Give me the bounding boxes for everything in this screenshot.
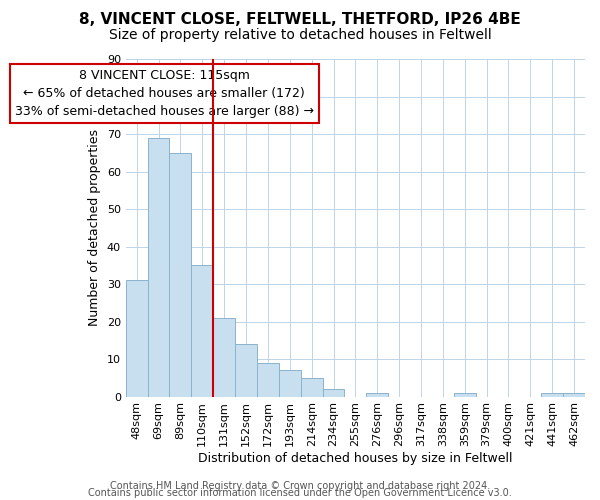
Bar bbox=[279, 370, 301, 396]
Bar bbox=[257, 363, 279, 396]
Bar bbox=[191, 266, 213, 396]
Text: 8, VINCENT CLOSE, FELTWELL, THETFORD, IP26 4BE: 8, VINCENT CLOSE, FELTWELL, THETFORD, IP… bbox=[79, 12, 521, 28]
Text: Contains public sector information licensed under the Open Government Licence v3: Contains public sector information licen… bbox=[88, 488, 512, 498]
Bar bbox=[235, 344, 257, 397]
Bar bbox=[213, 318, 235, 396]
Y-axis label: Number of detached properties: Number of detached properties bbox=[88, 130, 101, 326]
Bar bbox=[323, 389, 344, 396]
Bar bbox=[367, 393, 388, 396]
Bar bbox=[126, 280, 148, 396]
X-axis label: Distribution of detached houses by size in Feltwell: Distribution of detached houses by size … bbox=[198, 452, 512, 465]
Text: 8 VINCENT CLOSE: 115sqm
← 65% of detached houses are smaller (172)
33% of semi-d: 8 VINCENT CLOSE: 115sqm ← 65% of detache… bbox=[14, 69, 314, 118]
Bar bbox=[563, 393, 585, 396]
Text: Size of property relative to detached houses in Feltwell: Size of property relative to detached ho… bbox=[109, 28, 491, 42]
Bar bbox=[148, 138, 169, 396]
Text: Contains HM Land Registry data © Crown copyright and database right 2024.: Contains HM Land Registry data © Crown c… bbox=[110, 481, 490, 491]
Bar bbox=[541, 393, 563, 396]
Bar bbox=[454, 393, 476, 396]
Bar bbox=[301, 378, 323, 396]
Bar bbox=[169, 153, 191, 396]
